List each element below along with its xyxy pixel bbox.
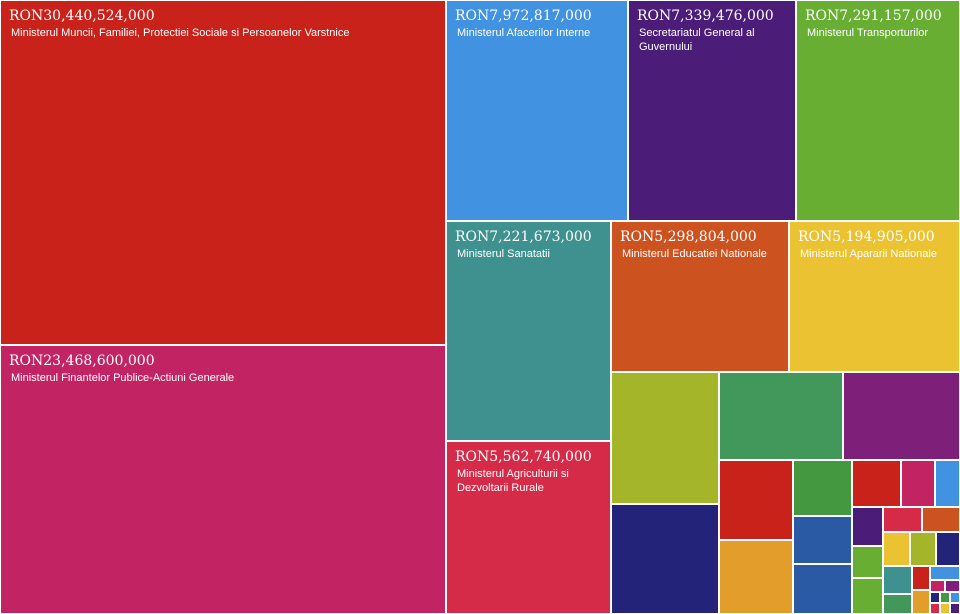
- tile-value: RON5,298,804,000: [620, 229, 757, 245]
- tile-label: Ministerul Apararii Nationale: [800, 248, 937, 260]
- tile-value: RON30,440,524,000: [9, 8, 155, 24]
- small-tile[interactable]: [883, 507, 922, 532]
- small-tile[interactable]: [945, 580, 960, 592]
- tile-ministerul-finantelor[interactable]: RON23,468,600,000 Ministerul Finantelor …: [0, 345, 446, 614]
- small-tile[interactable]: [940, 603, 950, 614]
- tile-value: RON7,972,817,000: [455, 8, 592, 24]
- small-tile[interactable]: [852, 546, 883, 578]
- small-tile[interactable]: [883, 594, 912, 614]
- small-tile[interactable]: [793, 460, 852, 516]
- small-tile[interactable]: [935, 460, 960, 507]
- small-tile[interactable]: [852, 507, 883, 546]
- small-tile[interactable]: [912, 566, 930, 590]
- small-tile[interactable]: [793, 516, 852, 564]
- small-tile[interactable]: [930, 566, 960, 580]
- small-tile[interactable]: [719, 460, 793, 540]
- small-tile[interactable]: [719, 540, 793, 614]
- tile-ministerul-muncii[interactable]: RON30,440,524,000 Ministerul Muncii, Fam…: [0, 0, 446, 345]
- small-tile[interactable]: [843, 372, 960, 460]
- small-tile[interactable]: [793, 564, 852, 614]
- tile-ministerul-apararii[interactable]: RON5,194,905,000 Ministerul Apararii Nat…: [789, 221, 960, 372]
- small-tile[interactable]: [950, 592, 960, 603]
- tile-label: Ministerul Finantelor Publice-Actiuni Ge…: [11, 372, 235, 384]
- tile-ministerul-afacerilor-interne[interactable]: RON7,972,817,000 Ministerul Afacerilor I…: [446, 0, 628, 221]
- small-tile[interactable]: [852, 460, 901, 507]
- small-tile[interactable]: [901, 460, 935, 507]
- tile-label: Ministerul Transporturilor: [807, 27, 929, 39]
- small-tile[interactable]: [930, 580, 945, 592]
- small-tile[interactable]: [912, 590, 930, 614]
- tile-label: Secretariatul General al Guvernului: [639, 27, 755, 53]
- tile-ministerul-educatiei[interactable]: RON5,298,804,000 Ministerul Educatiei Na…: [611, 221, 789, 372]
- tile-value: RON7,291,157,000: [805, 8, 942, 24]
- tile-label: Ministerul Sanatatii: [457, 248, 550, 260]
- tile-label: Ministerul Muncii, Familiei, Protectiei …: [11, 27, 350, 39]
- small-tile[interactable]: [922, 507, 960, 532]
- tile-value: RON5,562,740,000: [455, 449, 592, 465]
- tile-label: Ministerul Afacerilor Interne: [457, 27, 591, 39]
- small-tile[interactable]: [611, 504, 719, 614]
- tile-label: Ministerul Educatiei Nationale: [622, 248, 767, 260]
- tile-value: RON7,339,476,000: [637, 8, 774, 24]
- small-tile[interactable]: [883, 532, 910, 566]
- small-tile[interactable]: [910, 532, 936, 566]
- small-tile[interactable]: [852, 578, 883, 614]
- tile-ministerul-transporturilor[interactable]: RON7,291,157,000 Ministerul Transporturi…: [796, 0, 960, 221]
- tile-ministerul-agriculturii[interactable]: RON5,562,740,000 Ministerul Agriculturii…: [446, 441, 611, 614]
- small-tile[interactable]: [719, 372, 843, 460]
- small-tile[interactable]: [950, 603, 960, 614]
- tile-label: Ministerul Agriculturii si Dezvoltarii R…: [457, 468, 569, 494]
- small-tile[interactable]: [940, 592, 950, 603]
- small-tile[interactable]: [611, 372, 719, 504]
- tile-ministerul-sanatatii[interactable]: RON7,221,673,000 Ministerul Sanatatii: [446, 221, 611, 441]
- tile-secretariatul-general[interactable]: RON7,339,476,000 Secretariatul General a…: [628, 0, 796, 221]
- small-tile[interactable]: [930, 592, 940, 603]
- tile-value: RON5,194,905,000: [798, 229, 935, 245]
- tile-value: RON7,221,673,000: [455, 229, 592, 245]
- small-tile[interactable]: [930, 603, 940, 614]
- tile-value: RON23,468,600,000: [9, 353, 155, 369]
- small-tile[interactable]: [883, 566, 912, 594]
- small-tile[interactable]: [936, 532, 960, 566]
